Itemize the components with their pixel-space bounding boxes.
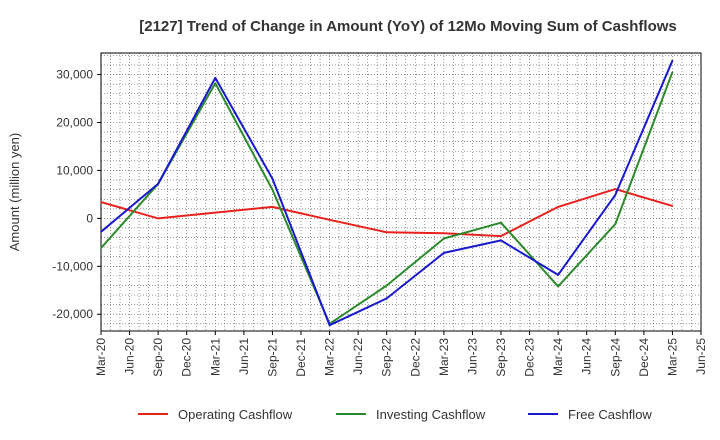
x-tick-label: Jun-22 [351, 338, 365, 375]
x-axis-ticks: Mar-20 Jun-20 Sep-20 Dec-20 Mar-21 Jun-21 Sep-… [94, 331, 708, 377]
data-point-investing-cashflow [443, 237, 445, 240]
data-point-free-cashflow [271, 177, 274, 180]
data-point-investing-cashflow [557, 285, 559, 288]
y-axis-ticks: -20,000 -10,000 0 10,000 20,000 30,000 [52, 68, 101, 321]
x-tick-label: Sep-20 [151, 338, 165, 377]
data-point-operating-cashflow [271, 206, 274, 208]
x-tick-label: Dec-23 [523, 338, 537, 377]
data-point-free-cashflow [500, 239, 502, 242]
data-point-investing-cashflow [385, 284, 388, 287]
y-tick-label: -20,000 [52, 307, 93, 321]
x-tick-label: Dec-22 [408, 338, 422, 377]
data-point-operating-cashflow [443, 232, 445, 235]
data-point-investing-cashflow [614, 223, 617, 225]
data-point-free-cashflow [100, 230, 102, 233]
legend-label-investing-cashflow: Investing Cashflow [376, 407, 486, 422]
x-tick-label: Mar-22 [323, 338, 337, 376]
x-tick-label: Jun-24 [580, 338, 594, 375]
data-point-free-cashflow [443, 252, 445, 254]
y-tick-label: 30,000 [56, 68, 93, 82]
y-tick-label: 10,000 [56, 163, 93, 177]
data-point-free-cashflow [614, 194, 617, 196]
legend-label-operating-cashflow: Operating Cashflow [178, 407, 293, 422]
x-tick-label: Mar-21 [208, 338, 222, 376]
y-tick-label: -10,000 [52, 259, 93, 273]
data-point-investing-cashflow [500, 221, 502, 224]
series-line-operating-cashflow [100, 188, 673, 238]
x-tick-label: Dec-24 [637, 338, 651, 377]
x-tick-label: Dec-20 [180, 338, 194, 377]
y-tick-label: 20,000 [56, 116, 93, 130]
data-point-investing-cashflow [100, 247, 102, 249]
x-tick-label: Mar-25 [665, 338, 679, 376]
data-point-free-cashflow [214, 77, 217, 79]
legend-label-free-cashflow: Free Cashflow [568, 407, 652, 422]
data-point-free-cashflow [157, 183, 159, 185]
data-point-operating-cashflow [385, 231, 388, 234]
plot-area [101, 53, 701, 331]
data-point-investing-cashflow [671, 71, 674, 73]
grid-lines [101, 53, 701, 331]
x-tick-label: Sep-24 [608, 338, 622, 377]
data-point-operating-cashflow [100, 201, 102, 203]
data-point-operating-cashflow [328, 219, 331, 221]
plot-frame [100, 52, 702, 332]
data-point-free-cashflow [328, 324, 331, 327]
data-point-investing-cashflow [271, 188, 274, 191]
data-point-operating-cashflow [500, 235, 502, 237]
x-tick-label: Dec-21 [294, 338, 308, 377]
x-tick-label: Jun-23 [465, 338, 479, 375]
y-axis-label: Amount (million yen) [7, 133, 22, 252]
x-tick-label: Jun-25 [694, 338, 708, 375]
data-point-operating-cashflow [614, 188, 617, 190]
x-tick-label: Mar-24 [551, 338, 565, 376]
data-point-free-cashflow [671, 59, 674, 62]
data-point-operating-cashflow [671, 205, 674, 207]
x-tick-label: Sep-22 [380, 338, 394, 377]
y-tick-label: 0 [86, 211, 93, 225]
data-point-free-cashflow [557, 274, 559, 276]
data-point-investing-cashflow [214, 82, 217, 84]
data-point-operating-cashflow [557, 206, 559, 208]
x-tick-label: Jun-20 [123, 338, 137, 375]
chart-title: [2127] Trend of Change in Amount (YoY) o… [139, 18, 677, 35]
data-point-free-cashflow [385, 297, 388, 300]
legend: Operating Cashflow Investing Cashflow Free… [138, 407, 652, 422]
x-tick-label: Sep-21 [265, 338, 279, 377]
series-layer [100, 59, 674, 327]
x-tick-label: Sep-23 [494, 338, 508, 377]
x-tick-label: Mar-23 [437, 338, 451, 376]
x-tick-label: Jun-21 [237, 338, 251, 375]
data-point-operating-cashflow [157, 217, 159, 220]
x-tick-label: Mar-20 [94, 338, 108, 376]
